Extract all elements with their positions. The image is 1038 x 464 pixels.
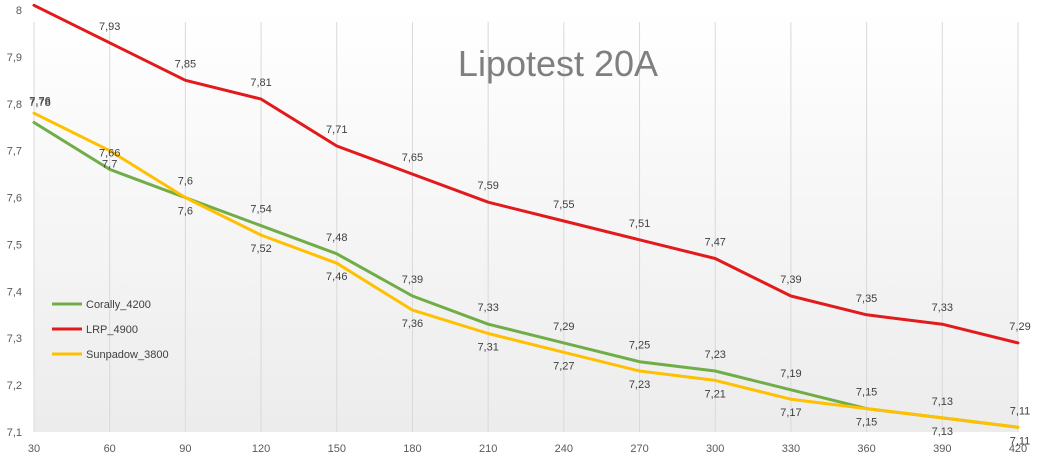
y-tick-label: 7,4 [7,286,22,298]
x-tick-label: 150 [328,443,346,455]
legend-label: Corally_4200 [86,299,151,311]
legend: Corally_4200 LRP_4900 Sunpadow_3800 [52,299,169,361]
y-axis-ticks: 7,1 7,2 7,3 7,4 7,5 7,6 7,7 7,8 7,9 8 [7,5,22,439]
y-tick-label: 8 [16,5,22,17]
y-tick-label: 7,9 [7,52,22,64]
data-label: 7,78 [29,97,50,109]
data-label: 7,15 [856,387,877,399]
y-tick-label: 7,7 [7,146,22,158]
data-label: 7,31 [477,342,498,354]
y-tick-label: 7,5 [7,239,22,251]
data-label: 7,33 [932,302,953,314]
y-tick-label: 7,1 [7,427,22,439]
series-line-LRP_4900 [32,3,1020,345]
x-tick-label: 210 [479,443,497,455]
data-label: 7,46 [326,271,347,283]
x-tick-label: 180 [403,443,421,455]
data-label: 7,66 [99,147,120,159]
data-label: 7,17 [780,407,801,419]
data-label: 7,6 [178,176,193,188]
data-label: 7,35 [856,293,877,305]
data-label: 7,13 [932,426,953,438]
data-label: 7,55 [553,199,574,211]
y-tick-label: 7,2 [7,380,22,392]
data-label: 7,39 [402,274,423,286]
y-tick-label: 7,3 [7,333,22,345]
data-label: 7,15 [856,417,877,429]
x-axis-ticks: 30 60 90 120 150 180 210 240 270 300 330 360 390 420 [28,443,1027,455]
data-label: 7,76 [29,96,50,108]
data-label: 7,19 [780,368,801,380]
data-label: 7,52 [250,243,271,255]
vertical-gridlines [33,22,1019,432]
plot-area [34,10,1018,432]
data-label: 7,39 [780,274,801,286]
legend-label: Sunpadow_3800 [86,349,169,361]
data-label: 7,81 [250,77,271,89]
x-tick-label: 330 [782,443,800,455]
data-label: 7,6 [178,206,193,218]
x-tick-label: 120 [252,443,270,455]
series-lines [32,3,1020,429]
x-tick-label: 240 [555,443,573,455]
x-tick-label: 30 [28,443,40,455]
x-tick-label: 270 [630,443,648,455]
data-label: 7,27 [553,360,574,372]
data-label: 7,23 [705,349,726,361]
legend-label: LRP_4900 [86,324,138,336]
data-label: 7,51 [629,218,650,230]
series-line-Sunpadow_3800 [32,111,1020,429]
data-label: 7,11 [1010,435,1031,447]
data-label: 7,29 [1009,321,1030,333]
data-labels: 7,76 7,66 7,6 7,54 7,48 7,39 7,33 7,29 7,25 7,23 7… [29,21,1031,447]
x-tick-label: 420 [1009,443,1027,455]
data-label: 7,21 [705,388,726,400]
data-label: 7,25 [629,340,650,352]
data-label: 7,36 [402,318,423,330]
x-tick-label: 390 [933,443,951,455]
x-tick-label: 60 [104,443,116,455]
x-tick-label: 360 [857,443,875,455]
data-label: 7,93 [99,21,120,33]
data-label: 7,59 [477,180,498,192]
data-label: 7,11 [1010,405,1031,417]
data-label: 7,29 [553,321,574,333]
data-label: 7,7 [102,159,117,171]
data-label: 7,33 [477,302,498,314]
data-label: 7,85 [175,58,196,70]
y-tick-label: 7,8 [7,99,22,111]
chart-title: Lipotest 20A [458,43,658,84]
x-tick-label: 90 [179,443,191,455]
data-label: 7,71 [326,124,347,136]
data-label: 7,23 [629,379,650,391]
data-label: 7,54 [250,204,271,216]
data-label: 7,48 [326,232,347,244]
data-label: 7,47 [705,237,726,249]
data-label: 7,65 [402,152,423,164]
x-tick-label: 300 [706,443,724,455]
y-tick-label: 7,6 [7,193,22,205]
data-label: 7,13 [932,396,953,408]
